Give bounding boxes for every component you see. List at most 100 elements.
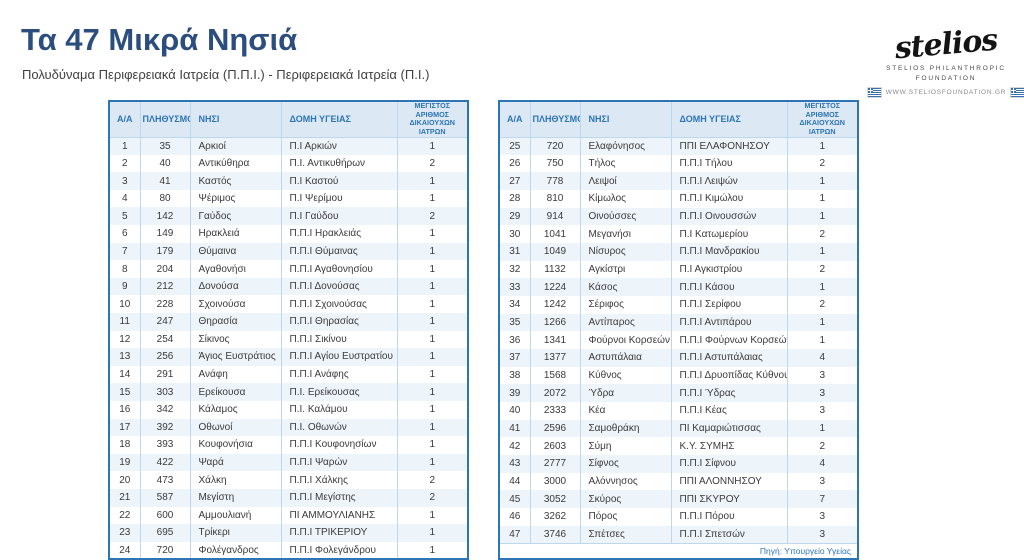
cell-max-doctors: 1 [396,436,469,454]
cell-index: 25 [498,137,531,155]
cell-island: Σπέτσες [579,525,672,544]
cell-max-doctors: 3 [786,384,859,402]
table-row: 7 179 Θύμαινα Π.Π.Ι Θύμαινας 1 [108,242,469,261]
cell-population: 3262 [529,507,581,526]
cell-island: Καστός [189,172,282,190]
table-row: 19 422 Ψαρά Π.Π.Ι Ψαρών 1 [108,453,469,472]
table-row: 2 40 Αντικύθηρα Π.Ι. Αντικυθήρων 2 [108,154,469,173]
cell-island: Ψαρά [189,453,282,472]
cell-island: Αρκιοί [189,137,282,155]
cell-index: 47 [498,525,531,544]
cell-index: 34 [498,295,531,314]
cell-population: 720 [529,137,581,155]
table-row: 26 750 Τήλος Π.Π.Ι Τήλου 2 [498,154,859,173]
cell-island: Κίμωλος [579,190,672,208]
cell-health-unit: Π.Π.Ι Αντιπάρου [670,313,788,332]
cell-max-doctors: 1 [396,453,469,472]
cell-max-doctors: 2 [786,260,859,279]
table-row: 8 204 Αγαθονήσι Π.Π.Ι Αγαθονησίου 1 [108,260,469,278]
column-header: ΜΕΓΙΣΤΟΣ ΑΡΙΘΜΟΣ ΔΙΚΑΙΟΥΧΩΝ ΙΑΤΡΩΝ [786,101,859,138]
cell-index: 9 [108,277,141,296]
cell-index: 44 [498,472,531,491]
cell-max-doctors: 1 [786,243,859,261]
cell-index: 2 [108,154,141,173]
cell-health-unit: Π.Π.Ι Οινουσσών [670,207,788,226]
column-header: ΔΟΜΗ ΥΓΕΙΑΣ [280,101,398,138]
cell-population: 254 [139,330,191,349]
cell-index: 8 [108,260,141,278]
cell-index: 27 [498,172,531,191]
logo-foundation-line1: STELIOS PHILANTHROPIC [886,65,1006,72]
cell-island: Ανάφη [189,365,282,384]
cell-health-unit: Π.Π.Ι Φολεγάνδρου [280,541,398,560]
cell-index: 36 [498,331,531,349]
cell-index: 32 [498,260,531,279]
cell-health-unit: Κ.Υ. ΣΥΜΗΣ [670,437,788,455]
cell-health-unit: Π.Π.Ι Μεγίστης [280,488,398,507]
cell-health-unit: ΠΠΙ ΑΛΟΝΝΗΣΟΥ [670,472,788,491]
cell-index: 38 [498,366,531,385]
column-header: Α/Α [498,101,531,138]
cell-index: 11 [108,313,141,331]
table-row: 32 1132 Αγκίστρι Π.Ι Αγκιστρίου 2 [498,260,859,279]
table-row: 27 778 Λειψοί Π.Π.Ι Λειψών 1 [498,172,859,191]
cell-health-unit: Π.Ι Αγκιστρίου [670,260,788,279]
cell-health-unit: Π.Ι Ψερίμου [280,189,398,208]
table-row: 18 393 Κουφονήσια Π.Π.Ι Κουφονησίων 1 [108,436,469,454]
cell-population: 212 [139,277,191,296]
cell-population: 1568 [529,366,581,385]
cell-population: 1049 [529,243,581,261]
cell-population: 247 [139,313,191,331]
cell-population: 720 [139,541,191,560]
cell-population: 1266 [529,313,581,332]
cell-health-unit: Π.Π.Ι Πόρου [670,507,788,526]
cell-health-unit: Π.Π.Ι Τήλου [670,154,788,173]
cell-health-unit: Π.Π.Ι Θηρασίας [280,313,398,331]
cell-island: Ψέριμος [189,189,282,208]
table-row: 47 3746 Σπέτσες Π.Π.Ι Σπετσών 3 [498,525,859,544]
cell-population: 393 [139,436,191,454]
cell-island: Κάσος [579,278,672,296]
page-subtitle: Πολυδύναμα Περιφερειακά Ιατρεία (Π.Π.Ι.)… [22,67,430,82]
column-header: ΔΟΜΗ ΥΓΕΙΑΣ [670,101,788,138]
cell-island: Μεγανήσι [579,225,672,243]
cell-max-doctors: 1 [396,295,469,313]
cell-health-unit: Π.Ι. Οθωνών [280,418,398,437]
cell-max-doctors: 1 [396,313,469,331]
cell-health-unit: Π.Π.Ι Κιμώλου [670,190,788,208]
column-header: ΜΕΓΙΣΤΟΣ ΑΡΙΘΜΟΣ ΔΙΚΑΙΟΥΧΩΝ ΙΑΤΡΩΝ [396,101,469,138]
cell-island: Θηρασία [189,313,282,331]
cell-max-doctors: 1 [396,348,469,366]
cell-max-doctors: 2 [786,437,859,455]
cell-island: Ύδρα [579,384,672,402]
table-row: 17 392 Οθωνοί Π.Ι. Οθωνών 1 [108,418,469,437]
cell-island: Λειψοί [579,172,672,191]
cell-max-doctors: 3 [786,525,859,544]
cell-island: Τρίκερι [189,524,282,542]
cell-population: 291 [139,365,191,384]
cell-max-doctors: 3 [786,401,859,420]
cell-island: Αστυπάλαια [579,348,672,367]
cell-island: Πόρος [579,507,672,526]
table-row: 21 587 Μεγίστη Π.Π.Ι Μεγίστης 2 [108,488,469,507]
cell-population: 750 [529,154,581,173]
cell-island: Άγιος Ευστράτιος [189,348,282,366]
cell-health-unit: Π.Π.Ι Χάλκης [280,471,398,489]
cell-max-doctors: 2 [396,488,469,507]
cell-max-doctors: 1 [396,506,469,525]
cell-island: Αγαθονήσι [189,260,282,278]
cell-island: Αγκίστρι [579,260,672,279]
cell-health-unit: Π.Π.Ι Λειψών [670,172,788,191]
cell-population: 810 [529,190,581,208]
cell-index: 33 [498,278,531,296]
cell-health-unit: ΠΠΙ ΣΚΥΡΟΥ [670,490,788,508]
cell-island: Τήλος [579,154,672,173]
cell-max-doctors: 7 [786,490,859,508]
page-title: Τα 47 Μικρά Νησιά [21,22,298,57]
cell-max-doctors: 4 [786,348,859,367]
cell-population: 473 [139,471,191,489]
column-header: ΝΗΣΙ [579,101,672,138]
table-row: 24 720 Φολέγανδρος Π.Π.Ι Φολεγάνδρου 1 [108,541,469,560]
